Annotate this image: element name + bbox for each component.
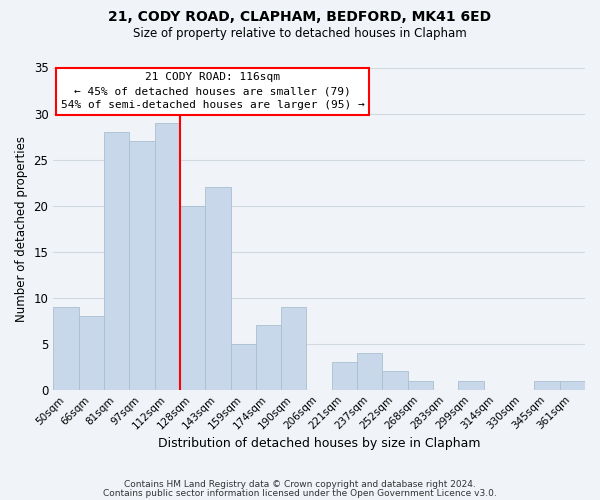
Bar (535, 380, 560, 390)
X-axis label: Distribution of detached houses by size in Clapham: Distribution of detached houses by size … (158, 437, 481, 450)
Text: 21 CODY ROAD: 116sqm
← 45% of detached houses are smaller (79)
54% of semi-detac: 21 CODY ROAD: 116sqm ← 45% of detached h… (61, 72, 365, 110)
Bar (79, 316, 104, 390)
Text: Size of property relative to detached houses in Clapham: Size of property relative to detached ho… (133, 28, 467, 40)
Bar (256, 326, 281, 390)
Bar (180, 206, 205, 390)
Bar (129, 141, 155, 390)
Bar (332, 362, 357, 390)
Bar (560, 380, 585, 390)
Bar (53, 307, 79, 390)
Y-axis label: Number of detached properties: Number of detached properties (15, 136, 28, 322)
Bar (155, 122, 180, 390)
Bar (357, 353, 382, 390)
Bar (281, 307, 307, 390)
Bar (205, 187, 230, 390)
Bar (382, 372, 408, 390)
Text: Contains HM Land Registry data © Crown copyright and database right 2024.: Contains HM Land Registry data © Crown c… (124, 480, 476, 489)
Bar (458, 380, 484, 390)
Bar (230, 344, 256, 390)
Bar (104, 132, 129, 390)
Text: 21, CODY ROAD, CLAPHAM, BEDFORD, MK41 6ED: 21, CODY ROAD, CLAPHAM, BEDFORD, MK41 6E… (109, 10, 491, 24)
Bar (408, 380, 433, 390)
Text: Contains public sector information licensed under the Open Government Licence v3: Contains public sector information licen… (103, 488, 497, 498)
